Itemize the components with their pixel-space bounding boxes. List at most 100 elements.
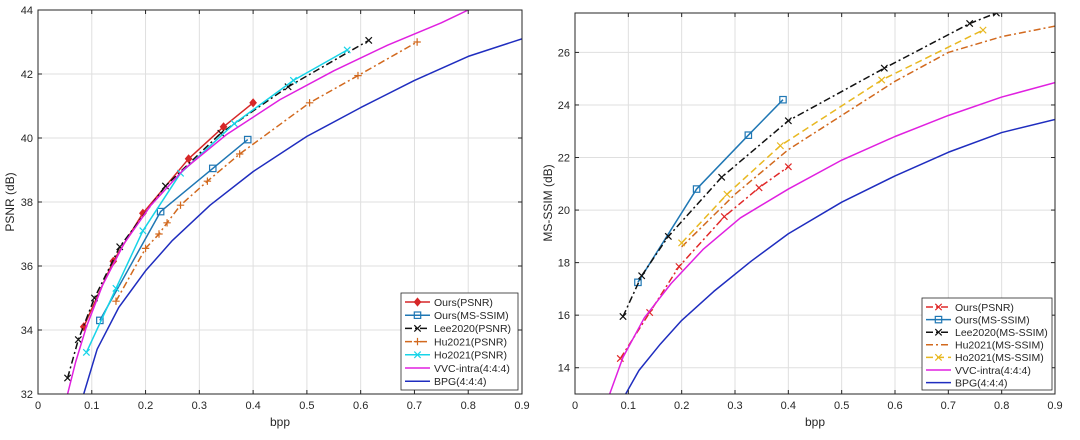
data-point [779, 95, 787, 104]
series-group [63, 10, 522, 394]
series-group [608, 13, 1055, 394]
x-axis-label: bpp [270, 415, 290, 429]
data-point [184, 154, 193, 164]
legend-marker [413, 297, 422, 307]
x-tick-label: 0 [35, 400, 41, 412]
x-tick-label: 0.1 [621, 400, 636, 412]
data-point [230, 119, 238, 128]
legend-box [921, 297, 1053, 391]
x-tick-label: 0.9 [514, 400, 529, 412]
x-tick-label: 0.5 [834, 400, 849, 412]
series-line [66, 39, 370, 379]
legend-marker [934, 353, 943, 362]
data-point [343, 46, 351, 54]
series-line [619, 166, 789, 359]
axes-frame [574, 12, 1056, 395]
y-tick-label: 16 [558, 310, 570, 322]
legend: Ours(PSNR)Ours(MS-SSIM)Lee2020(MS-SSIM)H… [921, 297, 1053, 391]
x-tick-label: 0.7 [407, 400, 422, 412]
x-tick-label: 0.2 [138, 400, 153, 412]
legend-label: Hu2021(PSNR) [434, 336, 507, 348]
data-point [155, 230, 163, 238]
data-point [284, 83, 292, 91]
data-point [305, 99, 314, 107]
data-point [784, 117, 792, 125]
data-point [82, 348, 91, 357]
data-point [776, 142, 784, 150]
y-tick-label: 36 [21, 261, 33, 273]
data-point [365, 36, 373, 45]
y-tick-label: 20 [558, 205, 570, 217]
legend-label: BPG(4:4:4) [434, 376, 487, 388]
data-point [79, 322, 88, 332]
data-point [966, 19, 974, 28]
x-tick-label: 0.5 [299, 400, 314, 412]
legend-marker [413, 351, 422, 359]
data-point [413, 38, 421, 46]
x-tick-label: 0.2 [674, 400, 689, 412]
data-point [289, 76, 298, 85]
data-point [744, 131, 753, 139]
legend-marker [934, 303, 943, 311]
data-point [63, 374, 72, 382]
legend-label: Ours(MS-SSIM) [434, 310, 509, 322]
data-point [156, 207, 165, 216]
data-point [208, 164, 217, 173]
legend-box [400, 292, 519, 391]
x-tick-label: 0.9 [1047, 400, 1062, 412]
series-line [681, 25, 1055, 248]
legend-marker [413, 337, 422, 346]
series-line [82, 38, 522, 394]
x-tick-label: 0.8 [994, 400, 1009, 412]
data-point [112, 297, 120, 305]
x-tick-label: 0.8 [461, 400, 476, 412]
x-tick-label: 0.6 [887, 400, 902, 412]
y-tick-label: 44 [21, 5, 33, 17]
data-point [992, 13, 1000, 17]
legend: Ours(PSNR)Ours(MS-SSIM)Lee2020(PSNR)Hu20… [400, 292, 519, 391]
legend-label: Ours(PSNR) [955, 302, 1014, 314]
legend-label: Ho2021(MS-SSIM) [955, 352, 1044, 364]
data-point [243, 135, 252, 144]
data-point [878, 76, 886, 84]
y-tick-label: 26 [558, 47, 570, 59]
y-tick-label: 40 [21, 133, 33, 145]
x-tick-label: 0.6 [353, 400, 368, 412]
legend-label: VVC-intra(4:4:4) [434, 363, 510, 375]
data-point [112, 284, 120, 293]
data-point [718, 173, 726, 181]
data-point [755, 184, 763, 192]
data-point [235, 150, 244, 158]
y-tick-label: 22 [558, 153, 570, 165]
data-point [354, 71, 362, 80]
data-point [678, 239, 686, 247]
data-point [217, 129, 225, 137]
data-point [723, 190, 731, 198]
data-point [880, 64, 888, 72]
data-point [163, 219, 171, 227]
data-point [720, 213, 728, 221]
data-point [979, 26, 987, 34]
legend-label: Ours(PSNR) [434, 297, 493, 309]
x-tick-label: 0.1 [84, 400, 99, 412]
legend-label: Lee2020(MS-SSIM) [955, 327, 1048, 339]
y-tick-label: 38 [21, 197, 33, 209]
legend-marker [934, 328, 943, 336]
series-line [99, 139, 249, 321]
data-point [139, 227, 147, 235]
y-tick-label: 14 [558, 363, 570, 375]
y-tick-label: 34 [21, 325, 33, 337]
data-point [784, 163, 792, 171]
legend-label: Hu2021(MS-SSIM) [955, 340, 1044, 352]
series-line [115, 41, 418, 302]
data-point [74, 335, 82, 344]
series-line [608, 81, 1055, 394]
series-line [66, 10, 469, 394]
legend-label: Lee2020(PSNR) [434, 323, 511, 335]
y-axis-label: MS-SSIM (dB) [541, 164, 555, 241]
x-tick-label: 0.4 [245, 400, 260, 412]
data-point [141, 244, 150, 253]
legend-label: VVC-intra(4:4:4) [955, 365, 1031, 377]
